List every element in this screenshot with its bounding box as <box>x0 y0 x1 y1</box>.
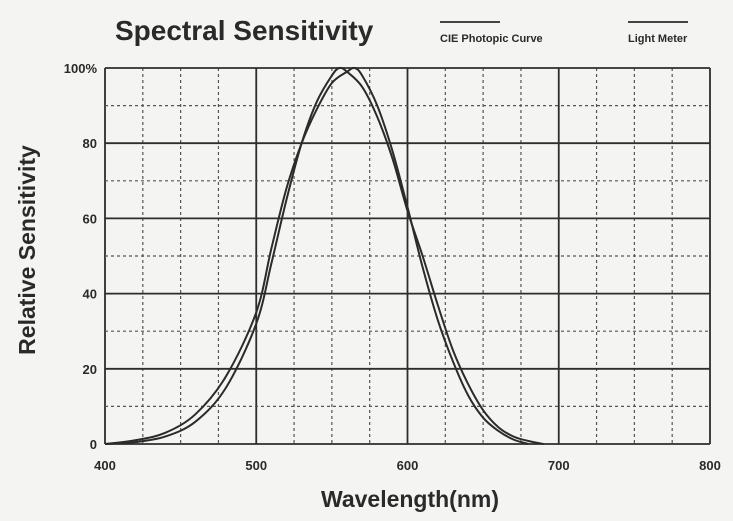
tick-labels: 400 500 600 700 800 0 20 40 60 80 100% <box>64 61 721 473</box>
legend: CIE Photopic Curve Light Meter <box>440 21 688 45</box>
x-tick-label: 800 <box>699 458 721 473</box>
x-tick-label: 600 <box>397 458 419 473</box>
y-tick-label: 0 <box>90 437 97 452</box>
series-line-light-meter <box>104 66 529 445</box>
y-tick-label: 40 <box>83 287 97 302</box>
x-tick-label: 500 <box>245 458 267 473</box>
y-axis-label: Relative Sensitivity <box>14 145 40 355</box>
y-tick-label: 20 <box>83 362 97 377</box>
grid <box>104 67 711 445</box>
legend-label-cie: CIE Photopic Curve <box>440 33 543 45</box>
x-tick-label: 700 <box>548 458 570 473</box>
y-tick-label: 80 <box>83 136 97 151</box>
y-tick-label: 60 <box>83 211 97 226</box>
y-tick-label: 100% <box>64 61 98 76</box>
x-axis-label: Wavelength(nm) <box>321 486 499 512</box>
legend-label-light-meter: Light Meter <box>628 33 688 45</box>
curves <box>104 66 544 445</box>
x-tick-label: 400 <box>94 458 116 473</box>
series-line-cie-photopic <box>104 66 544 445</box>
chart-title: Spectral Sensitivity <box>115 15 374 46</box>
